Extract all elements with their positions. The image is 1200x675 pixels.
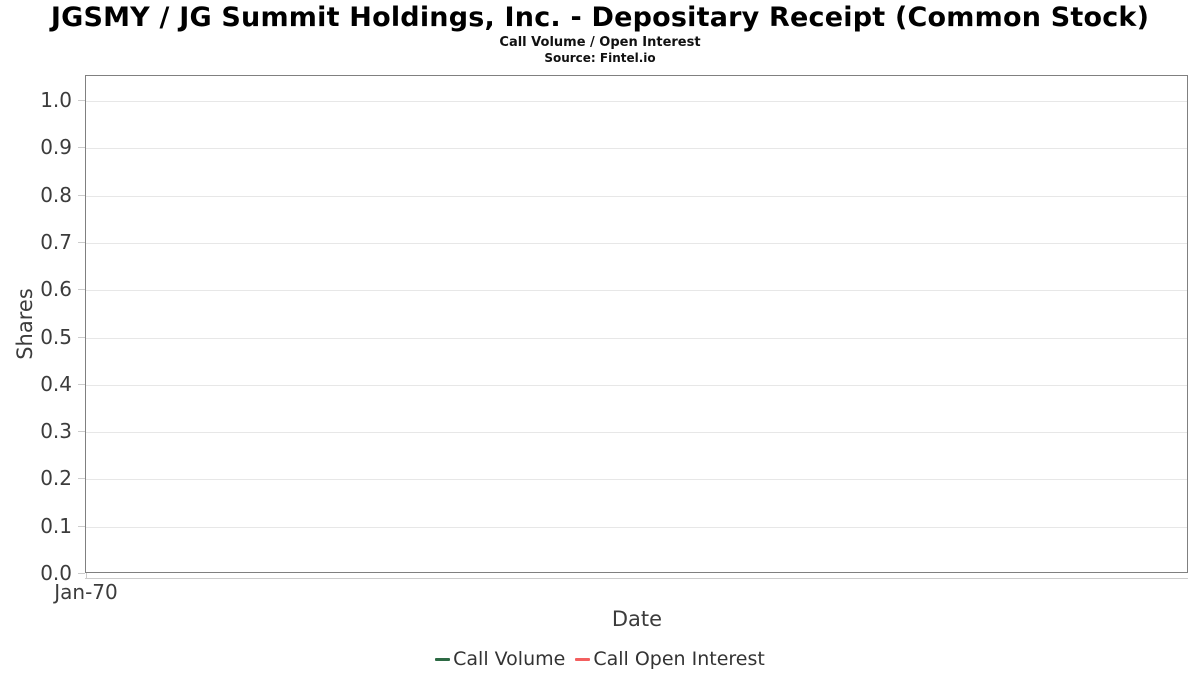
y-tick-mark [78, 336, 85, 338]
call-open-interest-line-swatch [575, 657, 591, 661]
y-tick-mark [78, 431, 85, 433]
plot-area [85, 75, 1188, 573]
y-tick-mark [78, 525, 85, 527]
y-gridline [86, 384, 1187, 386]
y-tick-mark [78, 383, 85, 385]
y-tick-mark [78, 194, 85, 196]
y-gridline [86, 242, 1187, 244]
y-tick-mark [78, 573, 85, 574]
y-tick-label: 0.9 [40, 135, 72, 160]
chart-title: JGSMY / JG Summit Holdings, Inc. - Depos… [50, 2, 1150, 33]
legend-item-call-open-interest[interactable]: Call Open Interest [575, 648, 765, 670]
x-axis-line [85, 578, 1188, 579]
y-tick-mark [78, 100, 85, 101]
y-tick-label: 0.4 [40, 371, 72, 396]
y-gridline [86, 148, 1187, 150]
y-gridline [86, 290, 1187, 292]
y-gridline [86, 195, 1187, 197]
y-tick-label: 0.8 [40, 182, 72, 207]
y-tick-mark [78, 289, 85, 291]
y-tick-label: 0.0 [40, 561, 72, 585]
x-tick-label: Jan-70 [54, 580, 118, 604]
y-tick-mark [78, 241, 85, 243]
y-tick-label: 0.7 [40, 229, 72, 254]
y-tick-mark [78, 478, 85, 480]
y-tick-label: 0.5 [40, 324, 72, 349]
legend-label-call-volume: Call Volume [453, 648, 566, 670]
y-gridline [86, 479, 1187, 481]
y-tick-label: 0.3 [40, 419, 72, 444]
chart-source: Source: Fintel.io [544, 51, 656, 65]
y-gridline [86, 337, 1187, 339]
y-gridline [86, 101, 1187, 102]
y-gridline [86, 526, 1187, 528]
y-tick-label: 0.6 [40, 277, 72, 302]
chart-subtitle: Call Volume / Open Interest [499, 35, 701, 50]
legend-item-call-volume[interactable]: Call Volume [435, 648, 565, 670]
y-tick-label: 0.1 [40, 513, 72, 538]
y-tick-mark [78, 147, 85, 149]
y-gridline [86, 432, 1187, 434]
call-volume-line-swatch [435, 657, 451, 661]
y-tick-label: 1.0 [40, 88, 72, 112]
legend-label-call-open-interest: Call Open Interest [593, 648, 765, 670]
legend: Call Volume Call Open Interest [0, 645, 1200, 673]
y-tick-label: 0.2 [40, 466, 72, 491]
x-axis-label: Date [611, 607, 663, 631]
x-tick-mark [86, 573, 87, 579]
